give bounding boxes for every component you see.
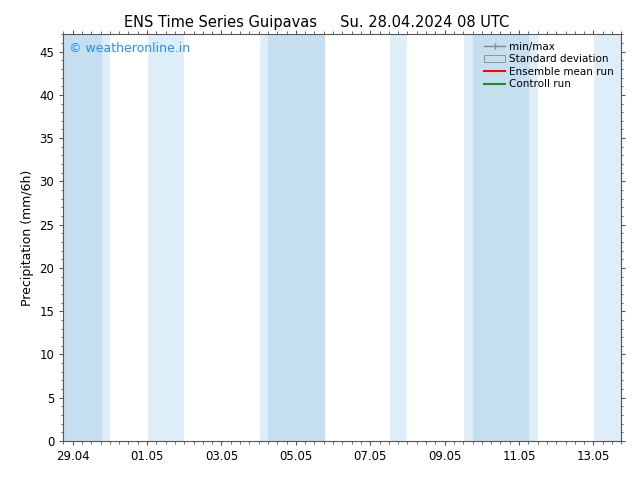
Text: © weatheronline.in: © weatheronline.in	[69, 43, 190, 55]
Y-axis label: Precipitation (mm/6h): Precipitation (mm/6h)	[21, 170, 34, 306]
Bar	[110, 34, 147, 441]
Bar	[408, 34, 463, 441]
Bar	[184, 34, 259, 441]
Bar	[538, 34, 593, 441]
Bar	[314, 34, 389, 441]
Text: ENS Time Series Guipavas     Su. 28.04.2024 08 UTC: ENS Time Series Guipavas Su. 28.04.2024 …	[124, 15, 510, 30]
Bar	[63, 34, 101, 441]
Legend: min/max, Standard deviation, Ensemble mean run, Controll run: min/max, Standard deviation, Ensemble me…	[482, 40, 616, 92]
Bar	[268, 34, 324, 441]
Bar	[472, 34, 528, 441]
